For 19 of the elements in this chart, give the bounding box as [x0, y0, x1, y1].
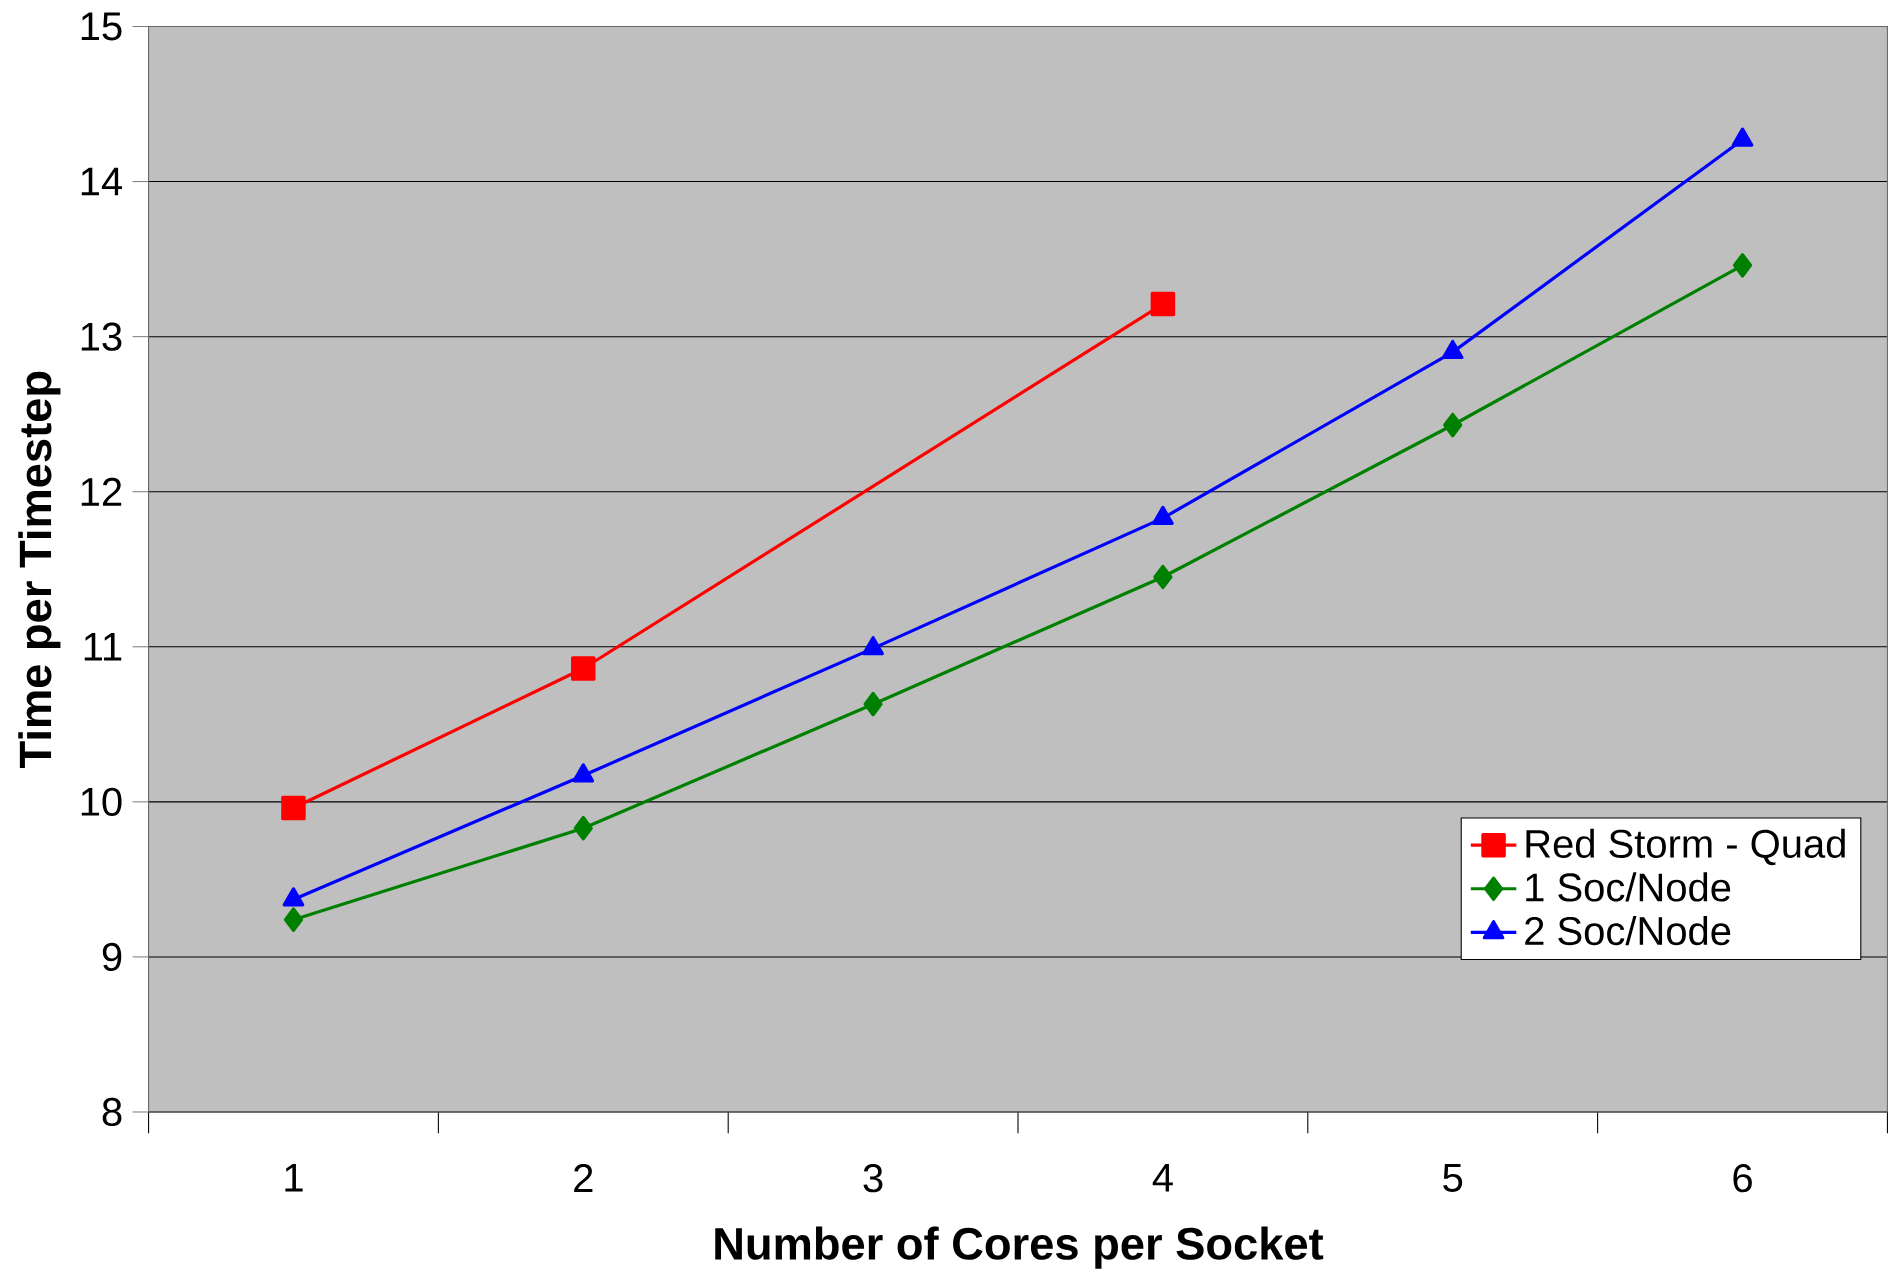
- x-tick-label: 5: [1443, 1164, 1463, 1193]
- y-tick-label: 12: [81, 477, 122, 506]
- y-tick-label: 15: [81, 12, 122, 41]
- y-tick-label: 10: [81, 787, 122, 817]
- x-axis-title: Number of Cores per Socket: [715, 1226, 1324, 1269]
- x-tick-label: 6: [1733, 1164, 1752, 1193]
- x-tick-label: 3: [863, 1164, 883, 1193]
- legend-label: Red Storm - Quad: [1526, 828, 1845, 866]
- x-tick-label: 2: [574, 1164, 593, 1193]
- legend-label: 1 Soc/Node: [1526, 872, 1731, 902]
- y-tick-label: 9: [102, 942, 122, 972]
- x-tick-label: 4: [1152, 1164, 1173, 1192]
- y-tick-label: 14: [81, 168, 122, 196]
- y-tick-label: 11: [84, 633, 122, 661]
- legend-label: 2 Soc/Node: [1525, 916, 1731, 946]
- y-tick-label: 13: [81, 322, 122, 351]
- y-tick-label: 8: [102, 1097, 122, 1127]
- x-tick-label: 1: [285, 1164, 303, 1192]
- y-axis-title: Time per Timestep: [18, 371, 61, 769]
